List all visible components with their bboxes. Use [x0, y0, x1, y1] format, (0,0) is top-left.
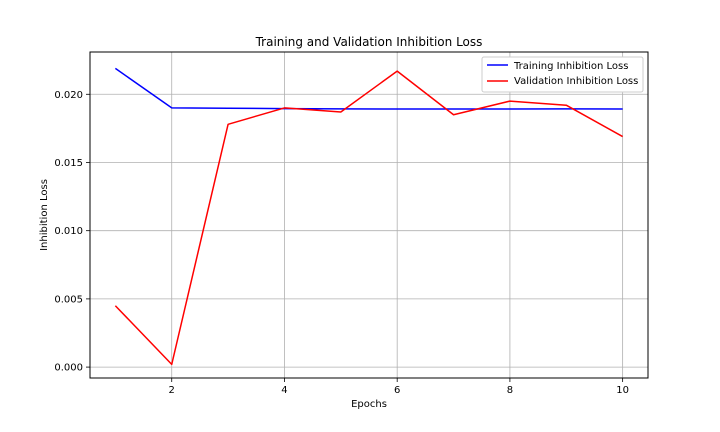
legend-box [481, 56, 644, 93]
y-tick-label: 0.005 [54, 294, 83, 305]
series-line-1 [114, 70, 624, 366]
x-tick-label: 2 [169, 385, 175, 396]
y-tick-label: 0.010 [54, 226, 83, 237]
plot-area-frame [89, 51, 649, 379]
y-tick-label: 0.000 [54, 363, 83, 374]
grid [90, 52, 648, 378]
axis-ticks: 2 4 6 8 10 0.000 0.005 0.010 0.015 0.020 [54, 90, 629, 396]
x-axis-label: Epochs [351, 399, 387, 410]
y-tick-label: 0.015 [54, 158, 83, 169]
x-tick-label: 4 [281, 385, 287, 396]
legend: Training Inhibition Loss Validation Inhi… [481, 56, 644, 93]
series-lines [114, 67, 624, 366]
series-line-0 [114, 67, 623, 110]
legend-label-training: Training Inhibition Loss [513, 61, 628, 72]
x-tick-label: 6 [394, 385, 400, 396]
legend-label-validation: Validation Inhibition Loss [514, 76, 638, 87]
x-tick-label: 10 [616, 385, 629, 396]
chart-title: Training and Validation Inhibition Loss [255, 35, 483, 49]
x-tick-label: 8 [507, 385, 513, 396]
y-tick-label: 0.020 [54, 90, 83, 101]
y-axis-label: Inhibition Loss [39, 179, 50, 251]
